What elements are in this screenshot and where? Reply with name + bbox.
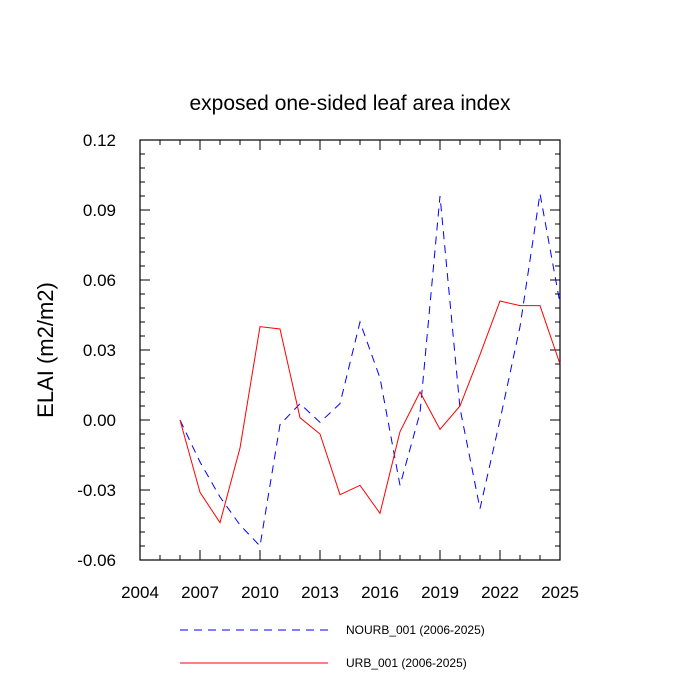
y-tick-label: 0.09 (83, 201, 116, 220)
series-line-nourb (179, 193, 561, 548)
y-tick-label: 0.03 (83, 341, 116, 360)
legend: NOURB_001 (2006-2025) URB_001 (2006-2025) (180, 623, 485, 670)
x-tick-label: 2016 (361, 583, 399, 602)
series-line-urb (179, 300, 561, 524)
y-tick-label: 0.12 (83, 131, 116, 150)
legend-label: NOURB_001 (2006-2025) (346, 623, 485, 637)
legend-label: URB_001 (2006-2025) (346, 656, 467, 670)
x-tick-label: 2022 (481, 583, 519, 602)
plot-area: 2004 2007 2010 2013 2016 2019 2022 2025 -0.06 -0.… (77, 131, 579, 602)
y-tick-label: -0.03 (77, 481, 116, 500)
chart-title: exposed one-sided leaf area index (189, 92, 511, 115)
y-tick-label: -0.06 (77, 551, 116, 570)
y-tick-label: 0.00 (83, 411, 116, 430)
y-axis-label: ELAI (m2/m2) (33, 282, 58, 418)
x-tick-label: 2019 (421, 583, 459, 602)
x-tick-label: 2025 (541, 583, 579, 602)
y-tick-label: 0.06 (83, 271, 116, 290)
x-tick-label: 2013 (301, 583, 339, 602)
x-tick-label: 2010 (241, 583, 279, 602)
x-tick-label: 2007 (181, 583, 219, 602)
x-tick-label: 2004 (121, 583, 159, 602)
